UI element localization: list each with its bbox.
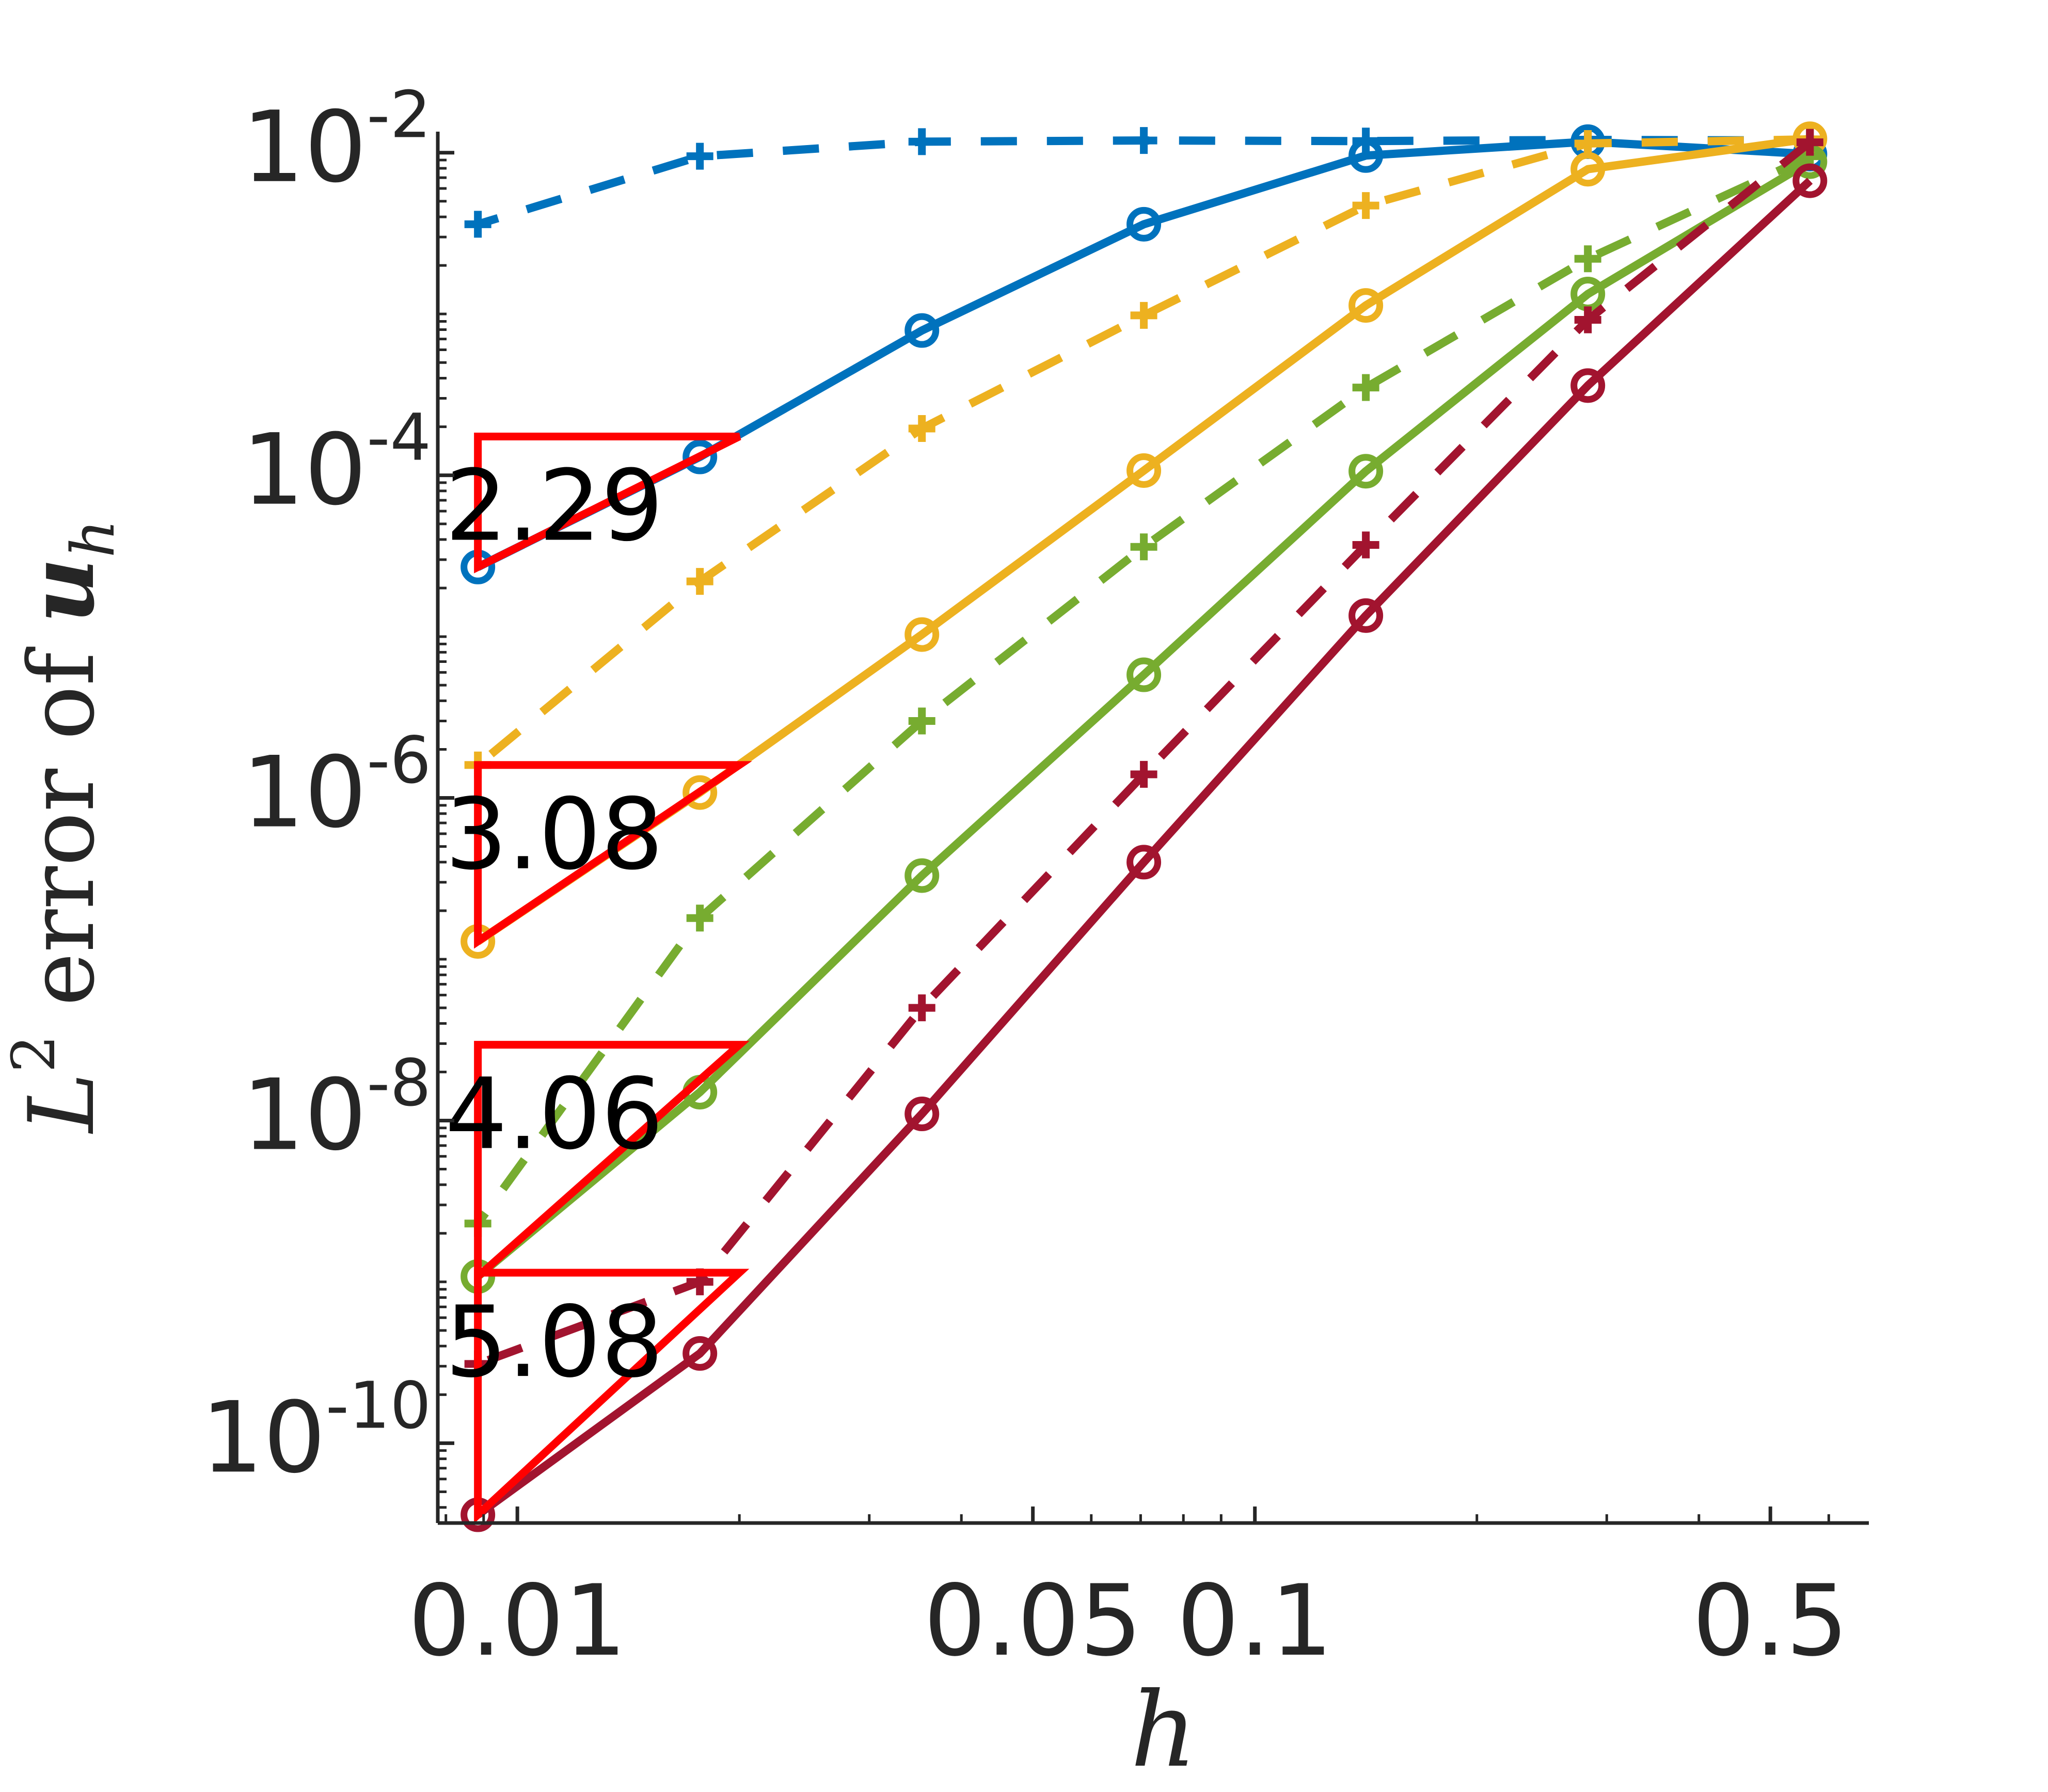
series-6-point-5 [682,1336,718,1371]
series-line-4 [475,158,1812,1280]
series-5-point-4 [908,707,935,735]
y-tick-label: 10-10 [201,1368,431,1495]
series-1-point-4 [908,128,935,155]
series-7-point-2 [1352,531,1379,559]
series-0-point-3 [1126,207,1162,242]
series-5-point-5 [686,905,713,932]
y-tick-label: 10-2 [242,78,431,204]
series-1-point-3 [1130,127,1157,154]
series-3-point-3 [1130,302,1157,329]
series-7 [464,129,1823,1377]
series-1-point-6 [464,211,491,238]
x-tick-label: 0.05 [924,1564,1142,1678]
series-2-point-4 [904,617,940,652]
slope-label-1: 3.08 [445,778,663,892]
slope-triangle-2: 4.06 [445,1041,750,1286]
slope-triangle-0: 2.29 [445,432,741,574]
series-2-point-5 [682,775,718,810]
series-5-point-3 [1130,533,1157,561]
series-6-point-2 [1348,598,1384,633]
series-2-point-3 [1126,453,1162,488]
series-7-point-1 [1574,306,1601,334]
series-6-point-0 [1792,163,1828,198]
series-5-point-1 [1574,245,1601,273]
slope-triangle-shape-3 [474,1268,750,1524]
series-7-point-0 [1796,129,1823,156]
y-axis-label: L2 error of uh [0,519,128,1134]
series-1-point-5 [686,142,713,170]
series-4-point-2 [1348,454,1384,489]
series-4 [461,144,1828,1294]
x-tick-label: 0.01 [408,1564,627,1678]
series-5-point-2 [1352,374,1379,401]
series-4-point-4 [904,858,940,893]
series-line-6 [475,178,1813,1518]
y-tick-label: 10-4 [242,401,431,527]
series-6-point-4 [904,1097,940,1132]
series-3-point-4 [908,415,935,442]
slope-label-3: 5.08 [445,1285,663,1399]
series-6-point-1 [1570,368,1606,403]
slope-label-0: 2.29 [445,449,663,563]
series-7-point-3 [1130,760,1157,788]
slope-triangle-shape-2 [474,1041,750,1286]
series-1-point-2 [1352,128,1379,155]
series-3-point-1 [1574,130,1601,157]
labels-layer: 0.01 0.05 0.1 0.5 10-2 10-4 10-6 10-8 10-10 h L2 e… [0,78,1848,1790]
slope-triangle-layer: 2.29 3.08 4.06 5.08 [445,432,752,1524]
slope-triangle-1: 3.08 [445,761,752,949]
x-tick-label: 0.1 [1177,1564,1333,1678]
y-tick-label: 10-8 [242,1045,431,1172]
slope-triangle-3: 5.08 [445,1268,750,1524]
series-0-point-5 [682,439,718,474]
series-3-point-5 [686,568,713,595]
series-4-point-3 [1126,657,1162,692]
y-tick-label: 10-6 [242,723,431,850]
series-6-point-3 [1126,845,1162,880]
x-axis-label: h [1131,1670,1197,1790]
axes-layer [436,132,1869,1525]
series-3-point-2 [1352,192,1379,219]
slope-label-2: 4.06 [445,1057,663,1171]
series-0-point-4 [904,313,940,348]
x-tick-label: 0.5 [1692,1564,1848,1678]
series-2-point-2 [1348,288,1384,323]
slope-triangle-shape-0 [474,432,741,574]
series-7-point-4 [908,994,935,1022]
slope-triangle-shape-1 [474,761,752,949]
